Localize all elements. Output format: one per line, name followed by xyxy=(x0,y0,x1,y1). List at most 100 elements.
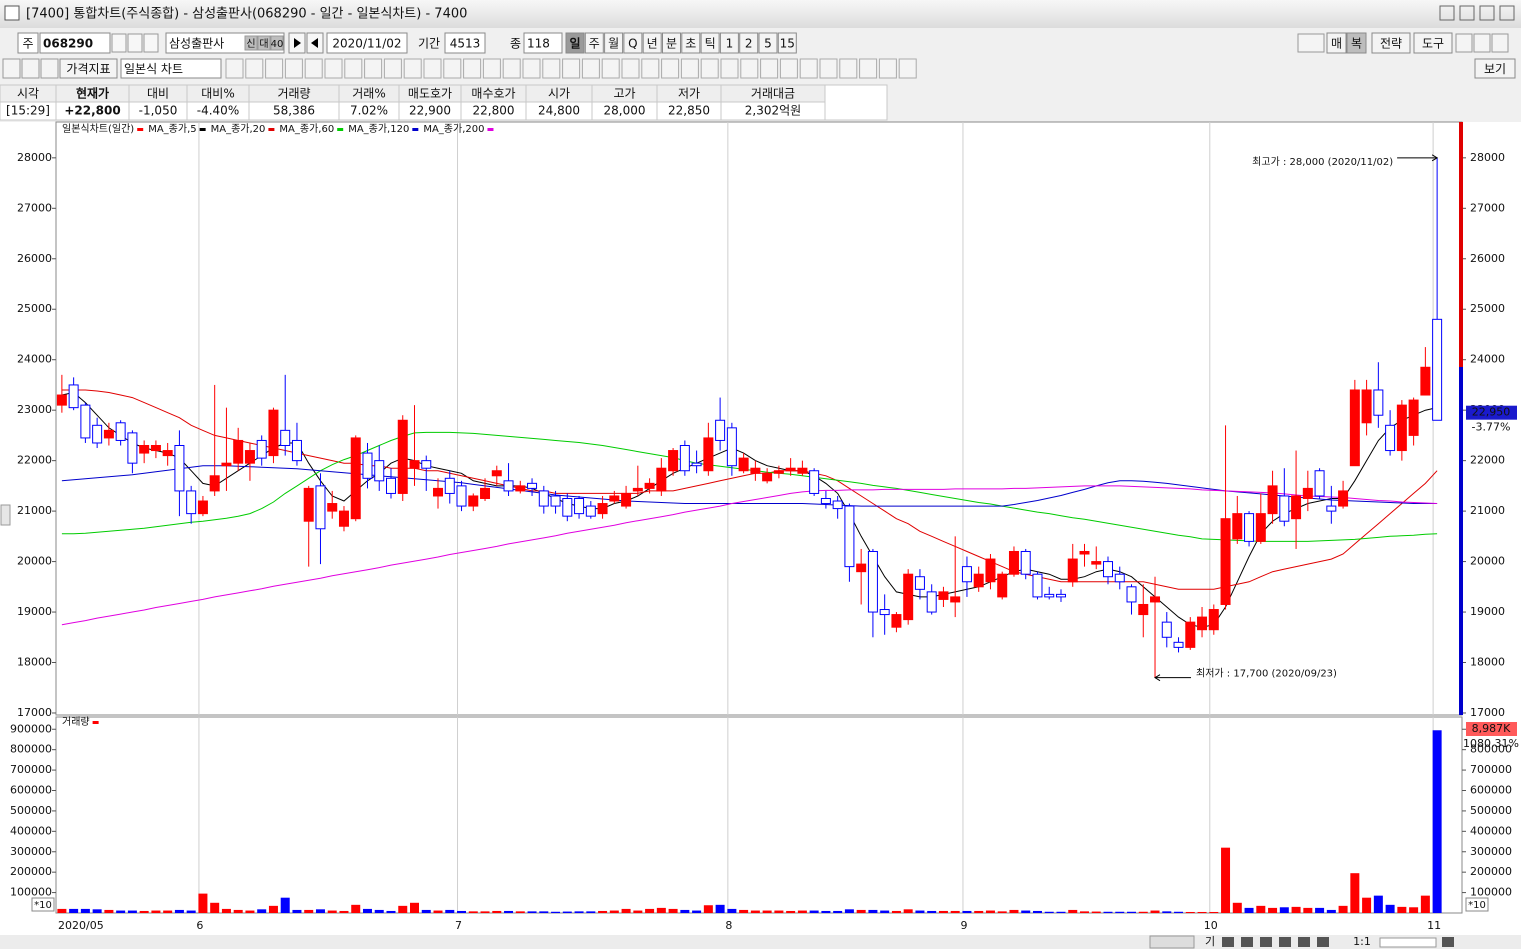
tool-icon[interactable] xyxy=(111,33,127,53)
drawing-tool[interactable] xyxy=(740,58,759,79)
zoom-control[interactable] xyxy=(1222,937,1234,947)
x-tick-label: 9 xyxy=(960,919,967,932)
right-button-box[interactable] xyxy=(1371,32,1411,54)
drawing-tool[interactable] xyxy=(225,58,244,79)
window-button[interactable] xyxy=(1479,5,1495,21)
drawing-tool[interactable] xyxy=(641,58,660,79)
quote-value: -1,050 xyxy=(139,104,178,118)
drawing-tool[interactable] xyxy=(502,58,521,79)
drawing-tool[interactable] xyxy=(779,58,798,79)
zoom-control[interactable] xyxy=(1298,937,1310,947)
interval-button-box[interactable] xyxy=(642,32,662,54)
zoom-control[interactable] xyxy=(1442,937,1454,947)
window-button[interactable] xyxy=(1439,5,1455,21)
interval-button: 15 xyxy=(780,37,795,51)
tool-icon[interactable] xyxy=(1491,33,1509,53)
tool-icon[interactable] xyxy=(1297,33,1325,53)
drawing-tool[interactable] xyxy=(324,58,343,79)
drawing-tool[interactable] xyxy=(403,58,422,79)
stock-name: 삼성출판사 xyxy=(169,37,224,51)
interval-button-box[interactable] xyxy=(662,32,681,54)
stock-tag-box[interactable] xyxy=(244,35,258,51)
drawing-tool[interactable] xyxy=(859,58,878,79)
volume-bar xyxy=(774,910,784,913)
drawing-tool[interactable] xyxy=(423,58,442,79)
tool-icon[interactable] xyxy=(40,58,59,79)
interval-button-box[interactable] xyxy=(584,32,604,54)
interval-button-box[interactable] xyxy=(604,32,624,54)
drawing-tool[interactable] xyxy=(245,58,264,79)
drawing-tool[interactable] xyxy=(898,58,917,79)
interval-button-box[interactable] xyxy=(681,32,701,54)
interval-button-box[interactable] xyxy=(719,32,739,54)
tool-icon[interactable] xyxy=(21,58,40,79)
y-tick-label: 28000 xyxy=(17,151,52,164)
drawing-tool[interactable] xyxy=(760,58,779,79)
drawing-tool[interactable] xyxy=(680,58,699,79)
quote-header: 매도호가 xyxy=(408,87,452,101)
interval-button-box[interactable] xyxy=(777,32,797,54)
drawing-tool[interactable] xyxy=(383,58,402,79)
annotation: 최저가 : 17,700 (2020/09/23) xyxy=(1196,668,1337,680)
drawing-tool[interactable] xyxy=(364,58,383,79)
market-box[interactable] xyxy=(17,32,39,54)
y2-tick-label: 300000 xyxy=(1470,845,1512,858)
tool-icon[interactable] xyxy=(1455,33,1473,53)
quote-value: 22,850 xyxy=(668,104,710,118)
drawing-tool[interactable] xyxy=(522,58,541,79)
right-button-box[interactable] xyxy=(1413,32,1453,54)
right-button-box[interactable] xyxy=(1346,32,1367,54)
drawing-tool[interactable] xyxy=(443,58,462,79)
drawing-tool[interactable] xyxy=(463,58,482,79)
tool-icon[interactable] xyxy=(143,33,159,53)
drawing-tool[interactable] xyxy=(601,58,620,79)
drawing-tool[interactable] xyxy=(482,58,501,79)
interval-button-box[interactable] xyxy=(758,32,778,54)
tool-icon[interactable] xyxy=(127,33,143,53)
candle-body xyxy=(938,591,949,600)
zoom-slider[interactable] xyxy=(1379,937,1437,948)
interval-button-box[interactable] xyxy=(623,32,643,54)
drawing-tool[interactable] xyxy=(819,58,838,79)
drawing-tool[interactable] xyxy=(799,58,818,79)
drawing-tool[interactable] xyxy=(581,58,600,79)
zoom-control[interactable] xyxy=(1241,937,1253,947)
window-button[interactable] xyxy=(1459,5,1475,21)
right-button-box[interactable] xyxy=(1326,32,1347,54)
candle-body xyxy=(1291,495,1302,520)
tool-icon[interactable] xyxy=(2,58,21,79)
stock-tag-box[interactable] xyxy=(270,35,284,51)
drawing-tool[interactable] xyxy=(839,58,858,79)
zoom-control[interactable] xyxy=(1260,937,1272,947)
drawing-tool[interactable] xyxy=(621,58,640,79)
chart-style-select-box[interactable] xyxy=(120,58,222,79)
drawing-tool[interactable] xyxy=(661,58,680,79)
drawing-tool[interactable] xyxy=(720,58,739,79)
scrollbar[interactable] xyxy=(1149,935,1195,949)
drawing-tool[interactable] xyxy=(562,58,581,79)
interval-button-box[interactable] xyxy=(700,32,720,54)
window-button[interactable] xyxy=(1499,5,1515,21)
tool-icon[interactable] xyxy=(1473,33,1491,53)
stock-tag-box[interactable] xyxy=(257,35,271,51)
interval-button-box[interactable] xyxy=(739,32,759,54)
drawing-tool[interactable] xyxy=(344,58,363,79)
view-button-box[interactable] xyxy=(1474,58,1516,79)
stock-code-box[interactable] xyxy=(39,32,111,54)
drawing-tool[interactable] xyxy=(265,58,284,79)
indicator-button-box[interactable] xyxy=(59,58,118,79)
volume-bar xyxy=(1068,909,1078,913)
date-input-box[interactable] xyxy=(326,32,408,54)
period-input-box[interactable] xyxy=(444,32,486,54)
drawing-tool[interactable] xyxy=(304,58,323,79)
candle-body xyxy=(1255,513,1266,542)
interval-button-box[interactable] xyxy=(565,32,585,54)
drawing-tool[interactable] xyxy=(700,58,719,79)
drawing-tool[interactable] xyxy=(542,58,561,79)
zoom-control[interactable] xyxy=(1317,937,1329,947)
count-input-box[interactable] xyxy=(523,32,563,54)
edge-tab[interactable] xyxy=(0,504,11,526)
drawing-tool[interactable] xyxy=(878,58,897,79)
drawing-tool[interactable] xyxy=(284,58,303,79)
zoom-control[interactable] xyxy=(1279,937,1291,947)
